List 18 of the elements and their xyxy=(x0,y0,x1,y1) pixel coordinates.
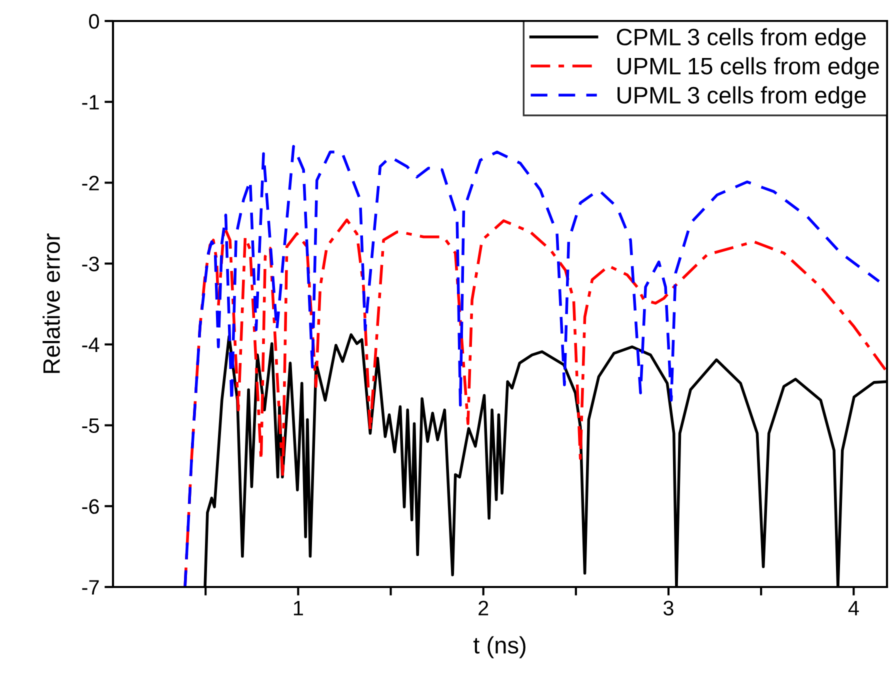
x-tick-label: 4 xyxy=(848,600,859,616)
y-tick-label: -7 xyxy=(82,580,99,595)
x-tick-label: 1 xyxy=(294,600,303,616)
y-tick-label: -2 xyxy=(82,176,99,190)
legend-label: UPML 15 cells from edge xyxy=(618,57,879,80)
x-axis-title: t (ns) xyxy=(473,636,526,658)
legend-label: UPML 3 cells from edge xyxy=(618,86,866,108)
line-series xyxy=(184,144,880,587)
legend-label: CPML 3 cells from edge xyxy=(616,28,866,50)
y-tick-label: -6 xyxy=(82,499,99,514)
y-tick-label: -3 xyxy=(82,256,99,272)
x-tick-label: 3 xyxy=(664,600,674,616)
y-tick-label: 0 xyxy=(89,14,99,29)
x-tick-label: 2 xyxy=(478,600,488,616)
y-tick-label: -4 xyxy=(82,338,100,352)
y-tick-label: -5 xyxy=(82,418,99,434)
y-tick-label: -1 xyxy=(82,95,99,110)
y-axis-title: Relative error xyxy=(42,234,60,373)
